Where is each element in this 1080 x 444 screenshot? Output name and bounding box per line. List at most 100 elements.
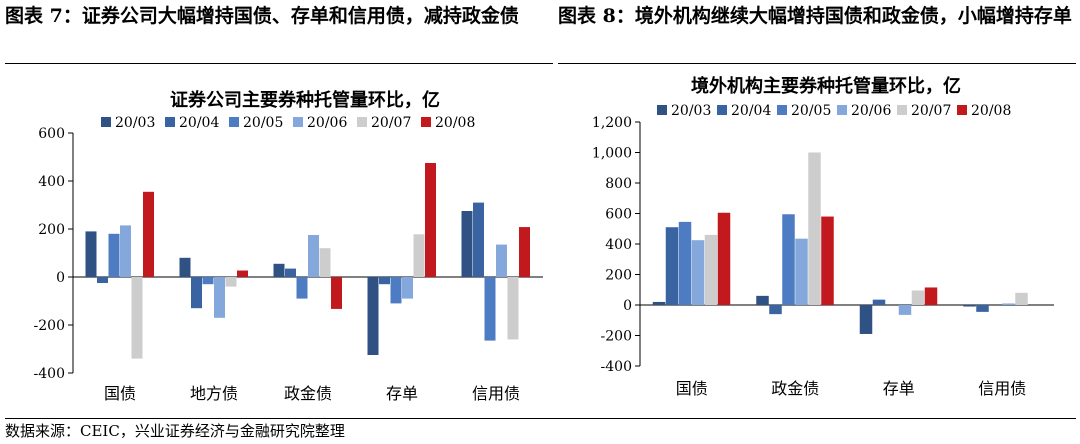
- y-tick-label: 1,200: [592, 115, 632, 131]
- securities-firms-chart-svg: 证券公司主要券种托管量环比，亿 20/03 20/04 20/05 20/06 20/07…: [34, 89, 543, 403]
- legend-label-20-04: 20/04: [179, 115, 219, 131]
- legend-swatch-20-06: [293, 117, 303, 127]
- bar-20-03-国债: [652, 301, 666, 305]
- bar-20-03-国债: [85, 231, 97, 277]
- legend-label-20-06: 20/06: [307, 115, 347, 131]
- legend-label-20-08: 20/08: [435, 115, 475, 131]
- bar-20-04-存单: [872, 299, 886, 305]
- foreign-institutions-chart-svg: 境外机构主要券种托管量环比，亿 20/03 20/04 20/05 20/06 20/07…: [592, 75, 1054, 398]
- bar-20-07-政金债: [319, 248, 331, 277]
- bar-20-05-政金债: [782, 214, 795, 305]
- bar-20-03-信用债: [963, 305, 976, 307]
- bar-20-03-信用债: [461, 211, 473, 277]
- bar-20-07-国债: [131, 277, 143, 359]
- bar-20-08-国债: [717, 212, 731, 305]
- y-tick-label: 400: [605, 237, 632, 253]
- y-tick-label: 0: [623, 298, 632, 314]
- bar-20-06-国债: [120, 225, 131, 277]
- legend-swatch-20-03: [657, 105, 667, 115]
- x-category-label: 政金债: [284, 384, 332, 403]
- legend-swatch-20-05: [229, 117, 239, 127]
- x-category-label: 存单: [386, 384, 418, 403]
- bar-20-04-存单: [379, 277, 390, 285]
- y-tick-label: 200: [605, 268, 632, 284]
- x-category-label: 国债: [104, 384, 136, 403]
- y-tick-label: 200: [38, 222, 65, 238]
- x-category-label: 存单: [883, 379, 915, 398]
- y-tick-label: -200: [601, 329, 632, 345]
- caption-rule-right: [558, 63, 1076, 64]
- source-note: 数据来源：CEIC，兴业证券经济与金融研究院整理: [5, 422, 345, 440]
- bar-20-07-政金债: [808, 152, 821, 305]
- bar-20-08-政金债: [331, 277, 342, 309]
- y-tick-label: -200: [34, 318, 65, 334]
- legend-label-20-03: 20/03: [115, 115, 155, 131]
- x-category-label: 国债: [676, 379, 708, 398]
- legend-swatch-20-07: [357, 117, 367, 127]
- legend-swatch-20-07: [897, 105, 907, 115]
- bar-20-04-信用债: [976, 305, 989, 312]
- figure-7-caption: 图表 7：证券公司大幅增持国债、存单和信用债，减持政金债: [5, 5, 519, 27]
- figure-8-caption: 图表 8：境外机构继续大幅增持国债和政金债，小幅增持存单: [558, 5, 1072, 27]
- legend-swatch-20-03: [101, 117, 111, 127]
- y-tick-label: 600: [38, 126, 65, 142]
- bar-20-06-政金债: [795, 238, 808, 305]
- y-tick-label: 800: [605, 176, 632, 192]
- source-rule: [5, 418, 1076, 419]
- bar-20-08-信用债: [519, 227, 530, 277]
- bar-20-03-存单: [367, 277, 379, 355]
- legend-swatch-20-08: [421, 117, 431, 127]
- legend-label-20-05: 20/05: [243, 115, 283, 131]
- bar-20-04-政金债: [285, 268, 296, 277]
- bar-20-06-存单: [898, 305, 912, 315]
- bar-20-08-地方债: [237, 270, 248, 277]
- legend-label-20-05: 20/05: [791, 103, 831, 119]
- legend-label-20-08: 20/08: [971, 103, 1011, 119]
- bar-20-07-存单: [413, 234, 425, 277]
- bar-20-08-存单: [425, 163, 436, 277]
- foreign-institutions-chart: 境外机构主要券种托管量环比，亿 20/03 20/04 20/05 20/06 20/07…: [558, 64, 1076, 416]
- bar-20-05-国债: [678, 221, 692, 305]
- bar-20-03-地方债: [179, 257, 191, 277]
- chart-title: 境外机构主要券种托管量环比，亿: [691, 75, 961, 97]
- bar-20-07-国债: [704, 234, 718, 305]
- legend-swatch-20-05: [777, 105, 787, 115]
- bar-20-04-地方债: [191, 277, 202, 309]
- bar-20-05-信用债: [484, 277, 496, 341]
- bar-20-03-政金债: [273, 263, 285, 277]
- y-tick-label: 400: [38, 174, 65, 190]
- bar-20-07-存单: [911, 290, 925, 305]
- bar-20-05-国债: [108, 233, 120, 277]
- legend-label-20-04: 20/04: [731, 103, 771, 119]
- bar-20-03-存单: [859, 305, 873, 334]
- legend-label-20-07: 20/07: [371, 115, 411, 131]
- chart-title: 证券公司主要券种托管量环比，亿: [170, 89, 440, 111]
- caption-rule-left: [5, 63, 553, 64]
- securities-firms-chart: 证券公司主要券种托管量环比，亿 20/03 20/04 20/05 20/06 20/07…: [5, 64, 553, 416]
- bar-20-04-政金债: [769, 305, 782, 315]
- legend-label-20-06: 20/06: [851, 103, 891, 119]
- y-tick-label: -400: [34, 366, 65, 382]
- x-category-label: 信用债: [472, 384, 520, 403]
- bar-20-08-存单: [924, 287, 938, 305]
- bar-20-06-存单: [402, 277, 413, 299]
- y-tick-label: -400: [601, 359, 632, 375]
- bar-20-06-地方债: [214, 277, 225, 318]
- bar-20-08-政金债: [821, 216, 834, 305]
- bar-20-07-信用债: [507, 277, 519, 340]
- x-category-label: 政金债: [771, 379, 819, 398]
- x-category-label: 信用债: [978, 379, 1026, 398]
- bar-20-04-国债: [665, 227, 679, 305]
- y-tick-label: 0: [56, 270, 65, 286]
- y-tick-label: 1,000: [592, 146, 632, 162]
- bar-20-07-信用债: [1015, 292, 1028, 305]
- x-category-label: 地方债: [190, 384, 238, 403]
- legend-swatch-20-06: [837, 105, 847, 115]
- legend-label-20-07: 20/07: [911, 103, 951, 119]
- y-tick-label: 600: [605, 207, 632, 223]
- bar-20-04-国债: [97, 277, 108, 283]
- bar-20-06-信用债: [1002, 303, 1015, 305]
- bar-20-05-存单: [390, 277, 402, 304]
- bar-20-03-政金债: [756, 295, 769, 305]
- bar-20-06-政金债: [308, 235, 319, 277]
